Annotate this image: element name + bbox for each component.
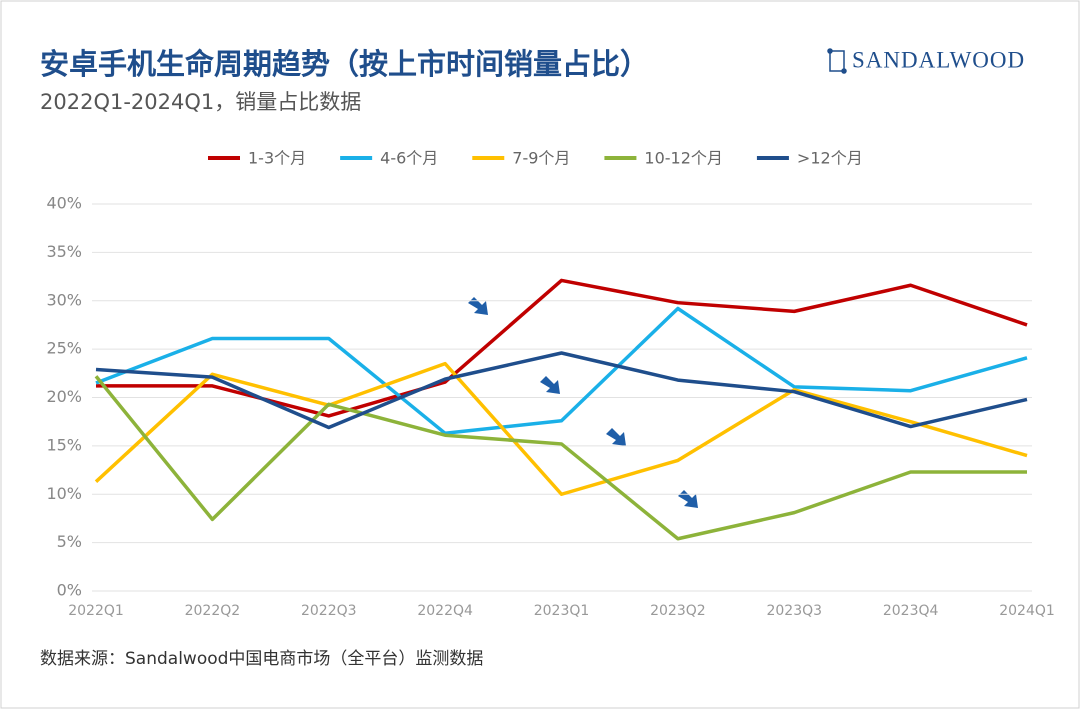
- series-line: [95, 351, 1028, 430]
- chart-subtitle: 2022Q1-2024Q1，销量占比数据: [40, 90, 361, 114]
- x-tick-label: 2023Q2: [650, 603, 706, 619]
- arrows: [468, 297, 698, 508]
- y-tick-label: 40%: [46, 194, 82, 213]
- legend-label: 10-12个月: [644, 149, 723, 168]
- y-tick-label: 30%: [46, 290, 82, 309]
- legend-label: 4-6个月: [380, 149, 438, 168]
- x-tick-label: 2022Q4: [417, 603, 473, 619]
- series-line: [95, 306, 1028, 436]
- legend-label: 7-9个月: [512, 149, 570, 168]
- y-tick-label: 0%: [57, 581, 82, 600]
- series-line: [94, 361, 1028, 496]
- x-tick-label: 2022Q3: [301, 603, 357, 619]
- x-tick-label: 2023Q3: [766, 603, 822, 619]
- source-note: 数据来源：Sandalwood中国电商市场（全平台）监测数据: [40, 649, 483, 669]
- x-tick-label: 2023Q1: [534, 603, 590, 619]
- y-tick-label: 15%: [46, 435, 82, 454]
- x-tick-label: 2022Q2: [185, 603, 241, 619]
- x-tick-label: 2024Q1: [999, 603, 1055, 619]
- series-line: [96, 278, 1028, 418]
- logo-icon: [827, 48, 847, 74]
- x-tick-label: 2023Q4: [883, 603, 939, 619]
- legend-label: 1-3个月: [248, 149, 306, 168]
- brand: SANDALWOOD: [852, 47, 1025, 72]
- legend-label: >12个月: [797, 149, 863, 168]
- chart-title: 安卓手机生命周期趋势（按上市时间销量占比）: [40, 47, 649, 81]
- x-tick-label: 2022Q1: [68, 603, 124, 619]
- y-tick-label: 35%: [46, 242, 82, 261]
- y-tick-label: 5%: [57, 532, 82, 551]
- y-tick-label: 25%: [46, 339, 82, 358]
- series-line: [94, 375, 1027, 541]
- y-tick-label: 10%: [46, 484, 82, 503]
- y-tick-label: 20%: [46, 387, 82, 406]
